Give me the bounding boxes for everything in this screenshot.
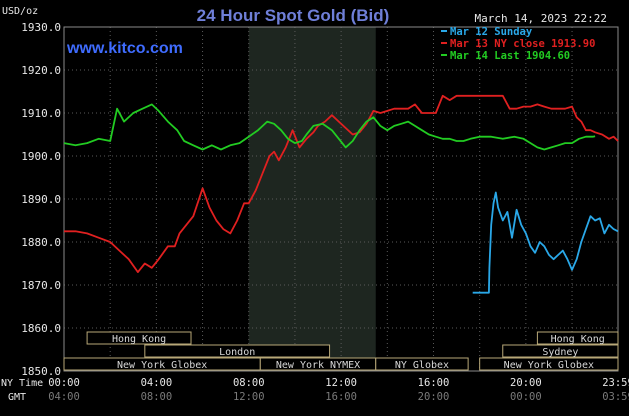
y-tick-label: 1900.0 [21,150,61,163]
market-session-label: New York Globex [504,360,594,371]
market-session-label: Sydney [542,347,578,358]
series-line [63,103,596,151]
ny-time-tick: 00:00 [48,377,80,389]
market-hours-rows: Hong Kong London New York Globex New York N… [63,331,619,371]
axis-ticks: 1930.0 1920.0 1910.0 1900.0 1890.0 1880.0 1870… [21,21,629,403]
source-link[interactable]: www.kitco.com [66,40,183,57]
ny-time-tick: 12:00 [325,377,357,389]
gmt-tick: 12:00 [233,391,265,403]
market-session-box [144,344,331,358]
market-session-label: New York Globex [117,360,207,371]
legend-entry: Mar 13 NY close 1913.90 [450,38,595,50]
market-session-box [479,357,619,371]
series-line [64,94,619,273]
gmt-tick: 04:00 [48,391,80,403]
y-axis-unit: USD/oz [2,6,38,17]
market-session-label: Hong Kong [112,334,166,345]
market-session-label: Hong Kong [551,334,605,345]
market-session-box [375,357,469,371]
plot-frame [63,26,619,372]
legend-entry: Mar 12 Sunday [450,26,533,38]
gmt-tick: 08:00 [141,391,173,403]
market-session-label: London [219,347,255,358]
gmt-tick: 20:00 [418,391,450,403]
ny-time-tick: 08:00 [233,377,265,389]
grid [63,26,619,372]
ny-time-label: NY Time [1,378,43,389]
legend-entry: Mar 14 Last 1904.60 [450,50,570,62]
y-tick-label: 1920.0 [21,64,61,77]
y-tick-label: 1890.0 [21,193,61,206]
ny-time-tick: 04:00 [141,377,173,389]
ny-time-tick: 16:00 [418,377,450,389]
y-tick-label: 1860.0 [21,322,61,335]
ny-time-tick: 20:00 [510,377,542,389]
gmt-tick: 16:00 [325,391,357,403]
chart-title: 24 Hour Spot Gold (Bid) [197,6,390,25]
market-session-box [536,331,619,345]
ny-time-tick: 23:59 [602,377,629,389]
market-session-label: New York NYMEX [276,360,360,371]
y-tick-label: 1850.0 [21,365,61,378]
y-tick-label: 1910.0 [21,107,61,120]
y-tick-label: 1930.0 [21,21,61,34]
timestamp: March 14, 2023 22:22 [475,12,607,25]
market-session-label: NY Globex [395,360,449,371]
series-line [472,191,619,294]
gmt-tick: 00:00 [510,391,542,403]
y-tick-label: 1880.0 [21,236,61,249]
market-session-box [86,331,192,345]
gmt-tick: 03:59 [602,391,629,403]
series-lines [63,94,619,294]
market-session-box [502,344,619,358]
y-tick-label: 1870.0 [21,279,61,292]
gmt-label: GMT [8,392,26,403]
